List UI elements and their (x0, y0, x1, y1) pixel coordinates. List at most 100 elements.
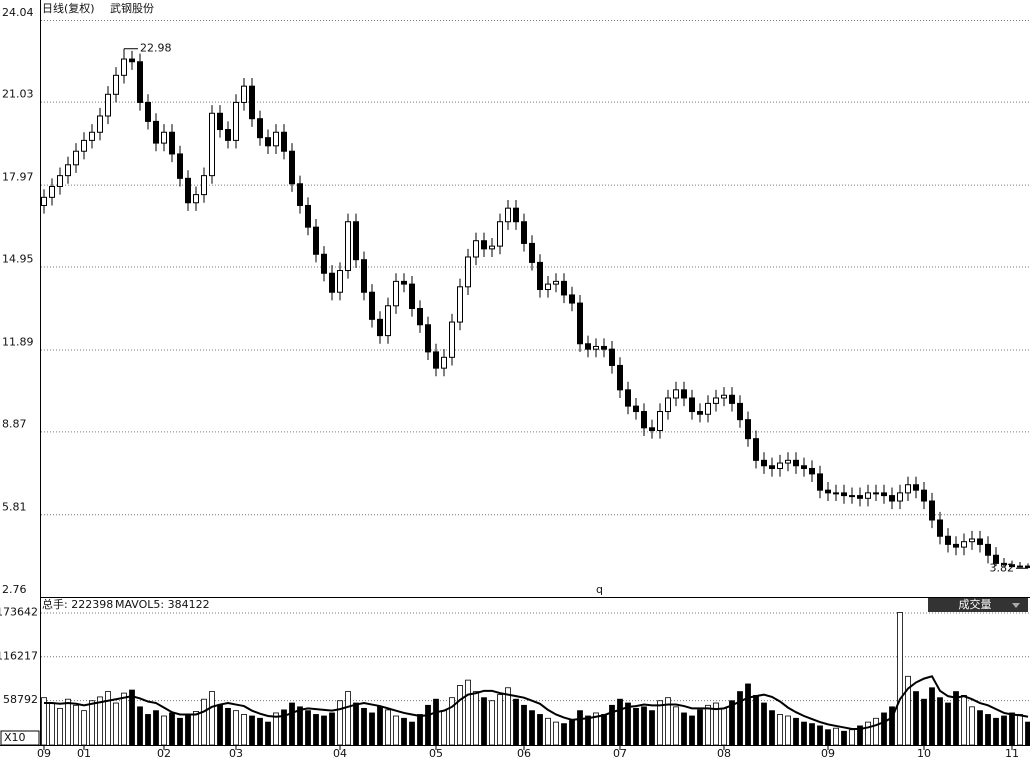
candle-body (745, 419, 751, 440)
candle-body (977, 538, 983, 545)
candle-body (521, 221, 527, 244)
x-tick-label: 08 (717, 747, 731, 760)
volume-bar (977, 710, 983, 746)
candle-body (753, 438, 759, 461)
volume-bar (777, 714, 783, 746)
y-tick-label: 21.03 (2, 88, 34, 101)
candle-body (953, 543, 959, 548)
candle-body (873, 492, 879, 495)
candle-body (161, 131, 167, 144)
volume-bar (225, 707, 231, 746)
candle-body (537, 261, 543, 291)
volume-bar (761, 702, 767, 746)
candle-body (481, 240, 487, 250)
volume-bar (745, 683, 751, 746)
candle-body (73, 150, 79, 166)
candle-body (305, 204, 311, 228)
candle-body (577, 302, 583, 345)
volume-bar (961, 694, 967, 746)
volume-bar (825, 729, 831, 746)
candle-body (41, 196, 47, 206)
candle-body (297, 183, 303, 206)
volume-bar (385, 709, 391, 746)
candle-body (681, 389, 687, 399)
volume-bar (233, 710, 239, 746)
indicator-button[interactable] (928, 598, 1028, 612)
volume-bar (49, 702, 55, 746)
volume-bar (497, 694, 503, 746)
volume-bar (537, 714, 543, 746)
volume-bar (609, 704, 615, 746)
candle-body (817, 473, 823, 491)
volume-bar (209, 691, 215, 746)
volume-bar (713, 702, 719, 746)
volume-bar (641, 706, 647, 746)
volume-bar (729, 700, 735, 746)
volume-bar (113, 702, 119, 746)
candle-body (809, 467, 815, 475)
candle-body (337, 270, 343, 293)
candle-body (113, 74, 119, 95)
candle-body (969, 538, 975, 543)
volume-bar (481, 697, 487, 746)
candle-body (777, 462, 783, 469)
candle-body (233, 101, 239, 141)
candle-body (393, 280, 399, 307)
volume-bar (457, 685, 463, 746)
volume-bar (1017, 714, 1023, 746)
volume-bar (889, 706, 895, 746)
indicator-button-label[interactable]: 成交量 (959, 597, 992, 611)
candle-body (641, 411, 647, 429)
volume-bar (505, 687, 511, 746)
volume-bar (377, 706, 383, 746)
volume-bar (489, 700, 495, 746)
candle-body (385, 305, 391, 337)
volume-bar (129, 689, 135, 746)
volume-bar (753, 694, 759, 746)
candle-body (81, 139, 87, 152)
unit-box (0, 730, 40, 746)
candle-body (1025, 565, 1030, 568)
volume-bar (465, 679, 471, 746)
volume-bar (249, 715, 255, 746)
volume-bar (281, 709, 287, 746)
x-tick-label: 09 (37, 747, 51, 760)
volume-bar (993, 717, 999, 746)
y-tick-label: 5.81 (2, 500, 27, 513)
candle-body (209, 112, 215, 177)
candle-body (153, 120, 159, 144)
candle-body (857, 495, 863, 499)
volume-bar (929, 687, 935, 746)
volume-bar (721, 707, 727, 746)
candle-body (409, 283, 415, 309)
candle-body (1009, 564, 1015, 568)
candle-body (369, 291, 375, 320)
volume-bar (785, 715, 791, 746)
volume-bar (313, 714, 319, 746)
volume-bar (769, 710, 775, 746)
volume-bar (921, 698, 927, 746)
dropdown-arrow[interactable] (1012, 603, 1020, 608)
x-tick-label: 10 (917, 747, 931, 760)
volume-bar (553, 721, 559, 746)
volume-tick-label: 58792 (3, 693, 38, 706)
candle-body (145, 101, 151, 122)
volume-bar (657, 700, 663, 746)
volume-bar (97, 696, 103, 746)
volume-bar (617, 698, 623, 746)
candle-body (913, 484, 919, 491)
volume-bar (345, 691, 351, 746)
volume-bar (105, 691, 111, 746)
candle-body (849, 495, 855, 498)
volume-bar (89, 700, 95, 746)
x-tick-label: 04 (333, 747, 347, 760)
candle-body (617, 364, 623, 391)
candle-body (361, 259, 367, 293)
volume-bar (841, 730, 847, 746)
candle-body (137, 61, 143, 103)
volume-bar (73, 704, 79, 746)
volume-bar (665, 697, 671, 746)
volume-bar (577, 710, 583, 746)
ma-line (44, 675, 1029, 730)
